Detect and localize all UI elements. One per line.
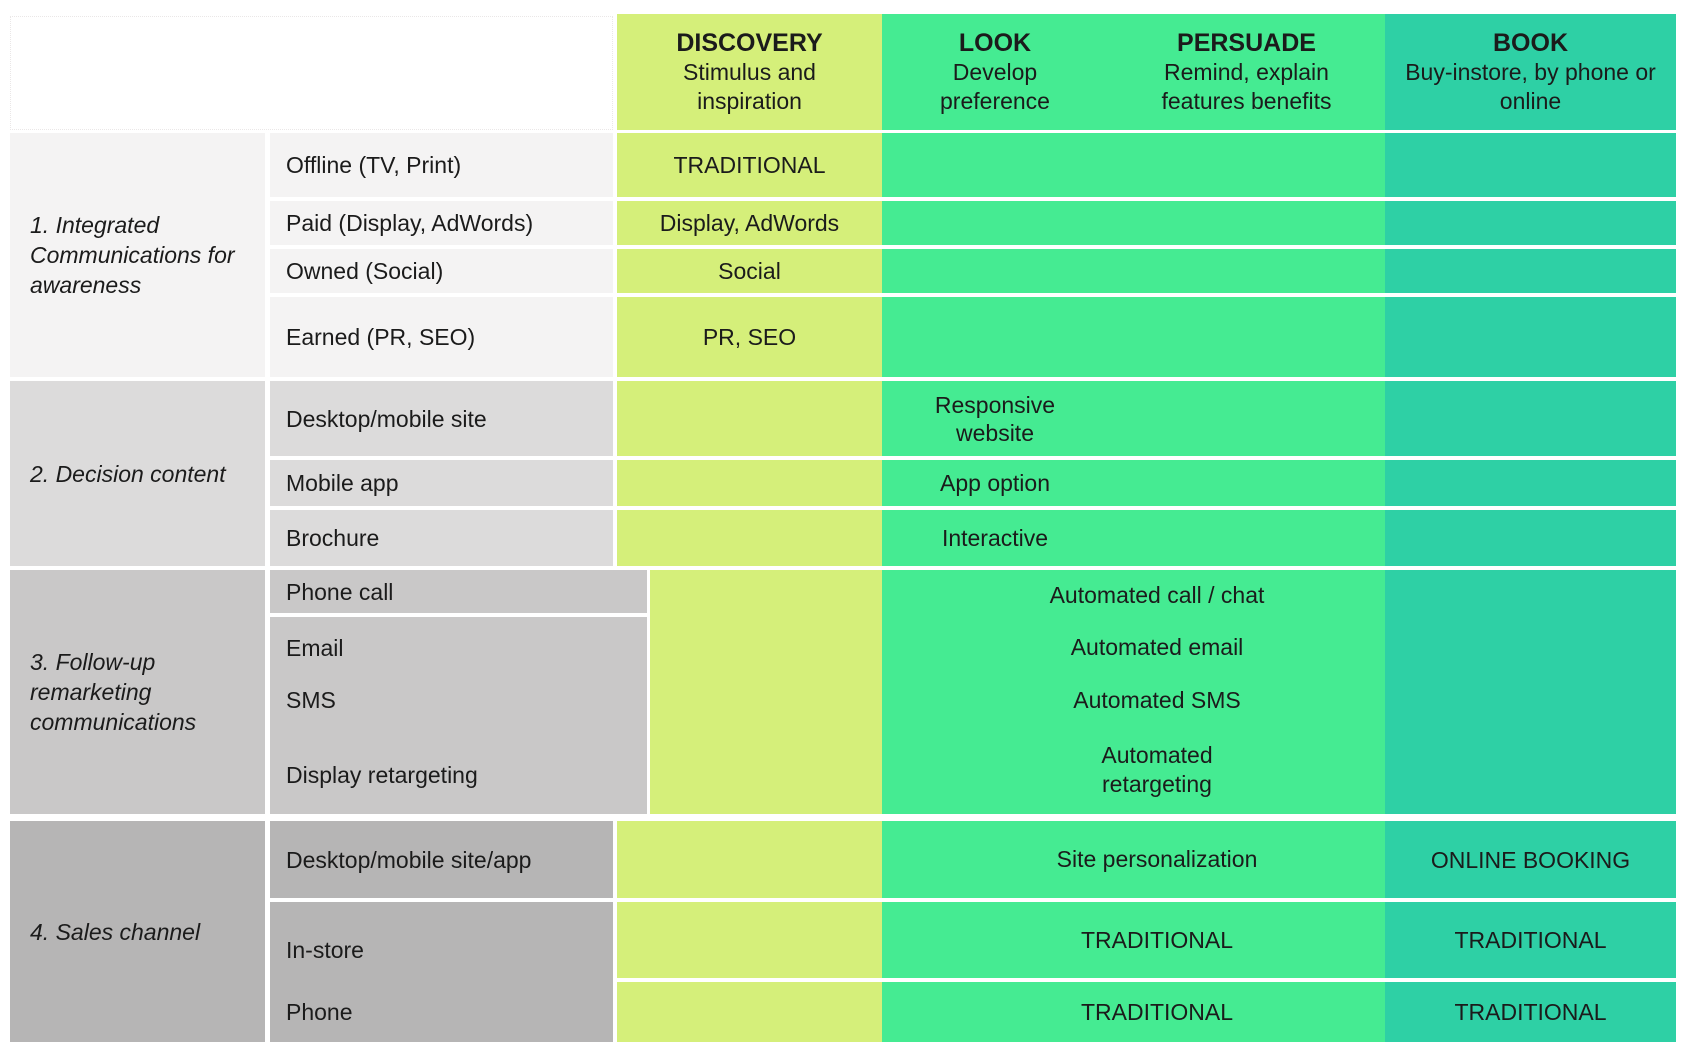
row-label-email: Email xyxy=(286,634,344,661)
header-look-title: LOOK xyxy=(958,29,1032,57)
row-label-phone-call: Phone call xyxy=(270,570,647,613)
row-label-paid: Paid (Display, AdWords) xyxy=(270,201,613,245)
cell-persuade-phone-traditional: TRADITIONAL xyxy=(882,982,1385,1042)
empty-cell xyxy=(617,982,882,1042)
empty-cell xyxy=(1385,133,1676,197)
header-persuade-title: PERSUADE xyxy=(1177,29,1316,57)
header-look-persuade: LOOK Develop preference PERSUADE Remind,… xyxy=(882,14,1385,130)
empty-cell xyxy=(1385,570,1676,814)
cell-discovery-offline: TRADITIONAL xyxy=(617,133,882,197)
empty-cell xyxy=(1385,297,1676,377)
empty-cell xyxy=(882,297,1385,377)
band3-label-block: Email SMS Display retargeting xyxy=(270,617,647,814)
band4-label-block: In-store Phone xyxy=(270,902,613,1042)
header-blank-corner xyxy=(10,16,613,130)
empty-cell xyxy=(1385,249,1676,293)
row-label-brochure: Brochure xyxy=(270,510,613,566)
cell-site-personalization: Site personalization xyxy=(882,821,1385,898)
row-label-display-retargeting: Display retargeting xyxy=(286,761,478,788)
empty-cell xyxy=(1385,381,1676,456)
band3-remarketing-block: Automated call / chat Automated email Au… xyxy=(882,570,1385,814)
row-label-desktop-mobile-site: Desktop/mobile site xyxy=(270,381,613,456)
header-persuade-subtitle: Remind, explain features benefits xyxy=(1161,59,1332,114)
cell-look-responsive-website: Responsive website xyxy=(882,381,1385,456)
row-label-owned: Owned (Social) xyxy=(270,249,613,293)
cell-book-phone-traditional: TRADITIONAL xyxy=(1385,982,1676,1042)
cell-discovery-paid: Display, AdWords xyxy=(617,201,882,245)
empty-cell xyxy=(1385,460,1676,506)
empty-cell xyxy=(882,133,1385,197)
empty-cell xyxy=(617,821,882,898)
empty-cell xyxy=(617,460,882,506)
cell-automated-email: Automated email xyxy=(1070,633,1244,660)
empty-cell xyxy=(617,510,882,566)
header-discovery-title: DISCOVERY xyxy=(676,29,823,57)
band4-group-label: 4. Sales channel xyxy=(10,821,265,1042)
header-look-subtitle: Develop preference xyxy=(940,59,1050,114)
header-discovery: DISCOVERY Stimulus and inspiration xyxy=(617,14,882,130)
row-label-in-store: In-store xyxy=(286,936,364,963)
band3-group-label: 3. Follow-up remarketing communications xyxy=(10,570,265,814)
cell-persuade-instore-traditional: TRADITIONAL xyxy=(882,902,1385,978)
header-book-title: BOOK xyxy=(1493,29,1568,57)
cell-look-app-option: App option xyxy=(882,460,1385,506)
empty-cell xyxy=(882,201,1385,245)
cell-discovery-earned: PR, SEO xyxy=(617,297,882,377)
empty-cell xyxy=(650,570,882,814)
cell-discovery-owned: Social xyxy=(617,249,882,293)
header-book-subtitle: Buy-instore, by phone or online xyxy=(1405,59,1656,114)
row-label-desktop-mobile-site-app: Desktop/mobile site/app xyxy=(270,821,613,898)
cell-book-instore-traditional: TRADITIONAL xyxy=(1385,902,1676,978)
cell-automated-retargeting: Automated retargeting xyxy=(1101,742,1213,797)
row-label-earned: Earned (PR, SEO) xyxy=(270,297,613,377)
row-label-mobile-app: Mobile app xyxy=(270,460,613,506)
cell-look-interactive: Interactive xyxy=(882,510,1385,566)
band1-group-label: 1. Integrated Communications for awarene… xyxy=(10,133,265,377)
band2-group-label: 2. Decision content xyxy=(10,381,265,566)
row-label-sms: SMS xyxy=(286,686,336,713)
cell-automated-call-chat: Automated call / chat xyxy=(1049,581,1265,608)
header-discovery-subtitle: Stimulus and inspiration xyxy=(683,59,816,114)
empty-cell xyxy=(1385,201,1676,245)
row-label-phone: Phone xyxy=(286,998,353,1025)
empty-cell xyxy=(617,902,882,978)
row-label-offline: Offline (TV, Print) xyxy=(270,133,613,197)
cell-automated-sms: Automated SMS xyxy=(1073,686,1241,713)
cell-online-booking: ONLINE BOOKING xyxy=(1385,821,1676,898)
empty-cell xyxy=(617,381,882,456)
header-book: BOOK Buy-instore, by phone or online xyxy=(1385,14,1676,130)
empty-cell xyxy=(1385,510,1676,566)
empty-cell xyxy=(882,249,1385,293)
